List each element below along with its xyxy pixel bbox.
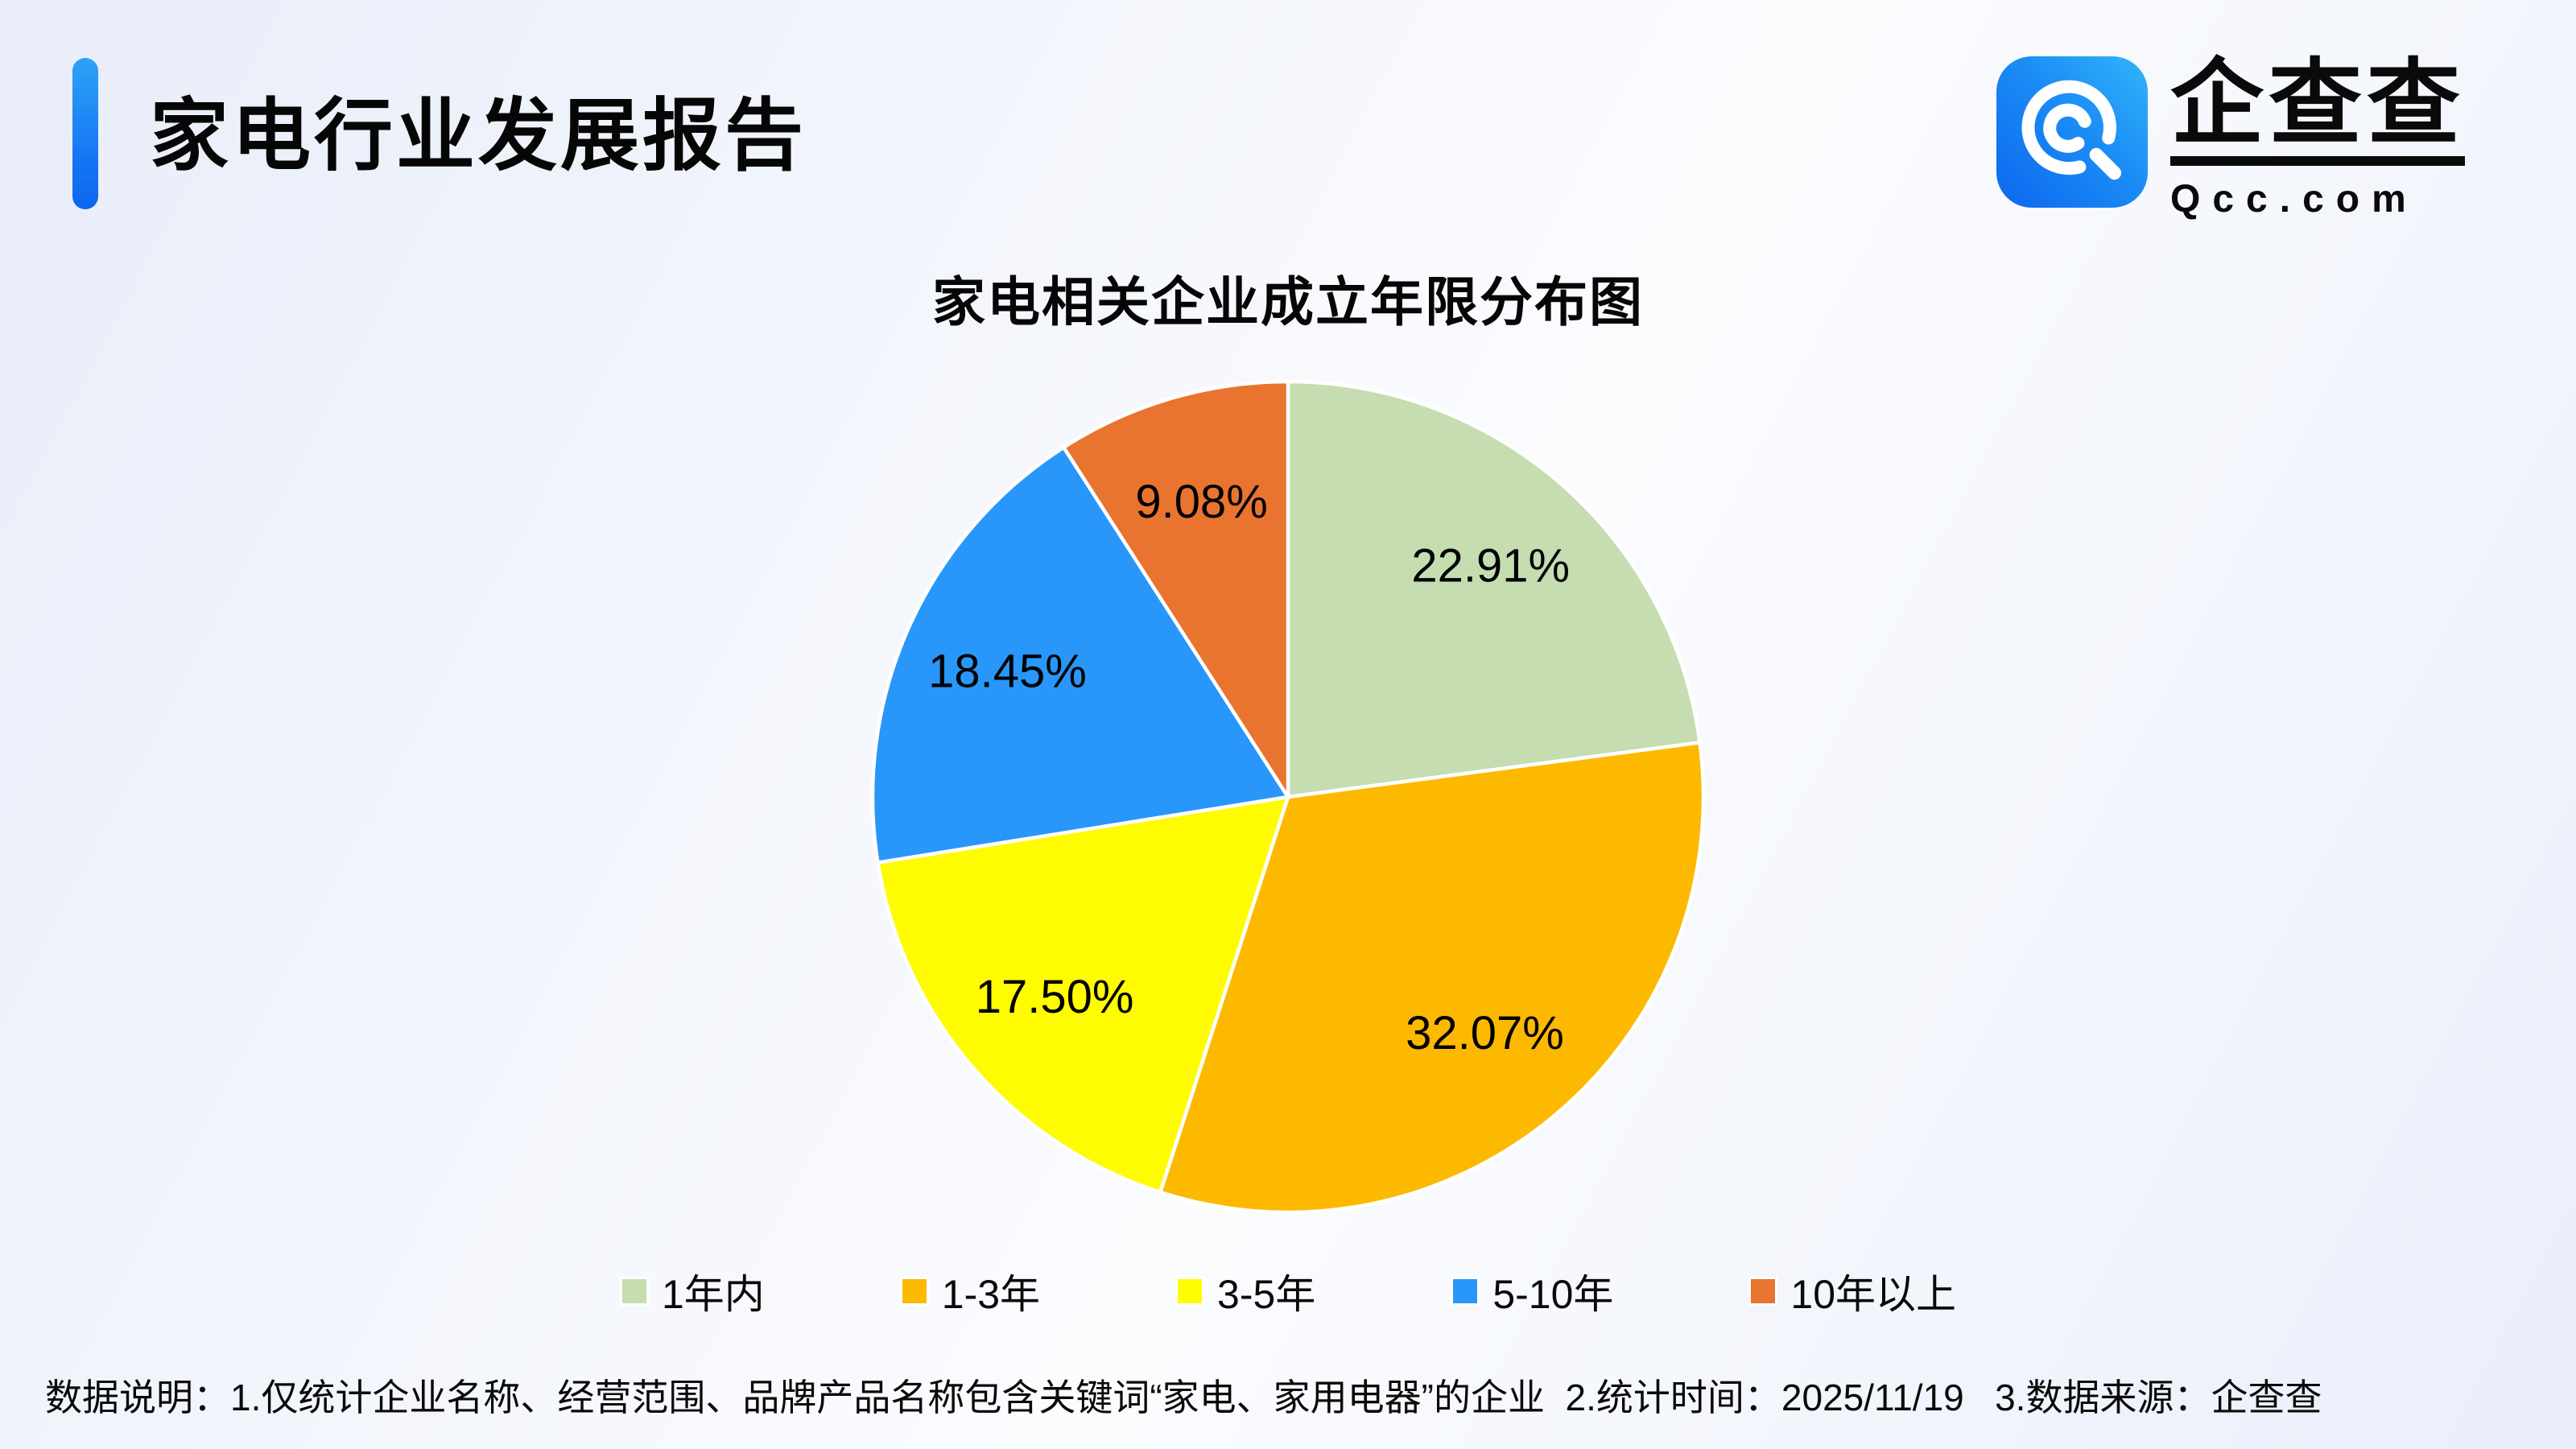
legend-swatch-icon (1748, 1277, 1778, 1306)
legend-label: 5-10年 (1492, 1272, 1614, 1317)
pie-label-5: 9.08% (1135, 476, 1267, 528)
legend-label: 1-3年 (941, 1272, 1041, 1317)
pie-slice-3 (876, 795, 1290, 1195)
legend-swatch-icon (899, 1277, 929, 1306)
page-title: 家电行业发展报告 (150, 91, 807, 180)
legend-item-4: 5-10年 (1451, 1262, 1613, 1320)
legend-label: 1年内 (661, 1272, 765, 1317)
qcc-brand-name: 企查查 (2170, 56, 2465, 166)
data-note: 数据说明：1.仅统计企业名称、经营范围、品牌产品名称包含关键词“家电、家用电器”… (45, 1377, 2322, 1418)
legend-label: 10年以上 (1790, 1272, 1957, 1317)
legend-item-3: 3-5年 (1175, 1262, 1315, 1320)
pie-label-1: 22.91% (1411, 539, 1570, 592)
legend-item-5: 10年以上 (1748, 1262, 1956, 1320)
pie-chart: 22.91% 32.07% 17.50% 18.45% 9.08% (870, 379, 1706, 1215)
legend-swatch-icon (1451, 1277, 1480, 1306)
pie-slice-4 (870, 445, 1290, 865)
legend-item-2: 1-3年 (899, 1262, 1041, 1320)
pie-slice-2 (1158, 741, 1706, 1215)
legend-swatch-icon (619, 1277, 649, 1306)
pie-slice-1 (1286, 379, 1702, 799)
qcc-logo-text: 企查查 Qcc.com (2170, 56, 2465, 221)
title-accent-bar (72, 58, 98, 209)
qcc-domain: Qcc.com (2170, 178, 2418, 221)
legend-label: 3-5年 (1217, 1272, 1316, 1317)
pie-label-2: 32.07% (1406, 1007, 1564, 1059)
chart-legend: 1年内 1-3年 3-5年 5-10年 10年以上 (0, 1262, 2576, 1320)
qcc-logo-icon (1996, 56, 2148, 208)
legend-item-1: 1年内 (619, 1262, 765, 1320)
legend-swatch-icon (1175, 1277, 1205, 1306)
chart-title: 家电相关企业成立年限分布图 (932, 272, 1644, 332)
qcc-logo: 企查查 Qcc.com (1996, 56, 2465, 221)
pie-label-4: 18.45% (928, 646, 1087, 698)
pie-label-3: 17.50% (976, 971, 1134, 1023)
pie-slice-5 (1062, 379, 1290, 799)
